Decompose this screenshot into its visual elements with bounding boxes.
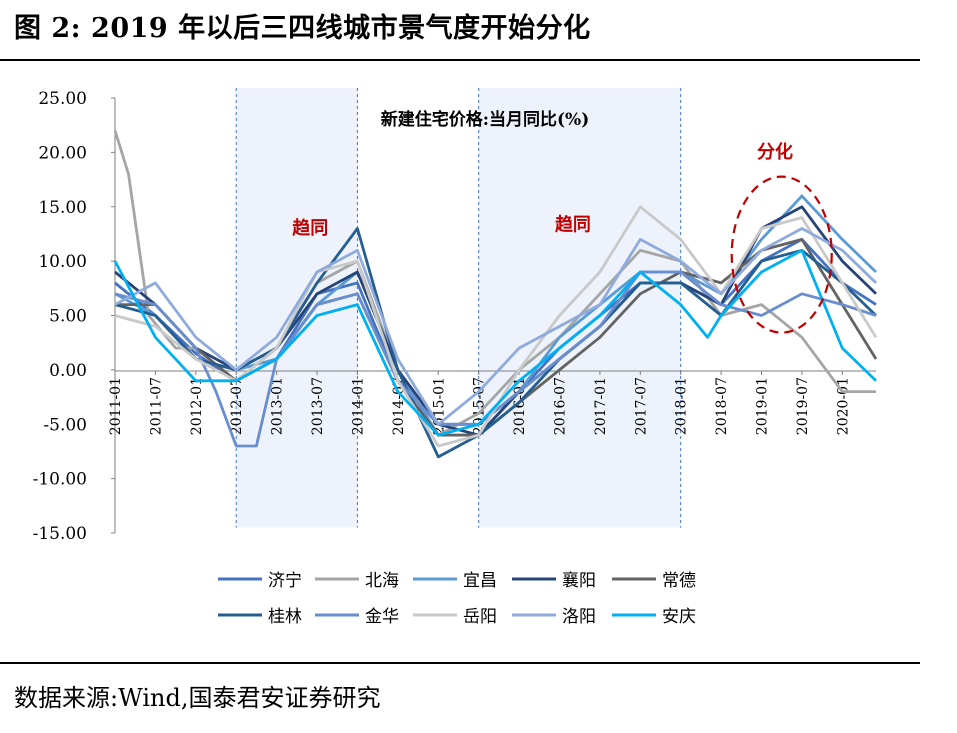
y-tick-label: 10.00 [38, 252, 87, 272]
legend-label-6: 桂林 [268, 607, 302, 627]
series-line-6 [114, 227, 877, 459]
legend-label-10: 安庆 [662, 607, 696, 627]
x-tick-label: 2019-07 [795, 377, 811, 435]
annotation-label-2: 趋同 [555, 214, 591, 236]
x-tick-label: 2011-01 [108, 377, 124, 435]
x-tick-label: 2018-07 [714, 377, 730, 435]
series-line-9 [114, 227, 877, 426]
divergence-ellipse [730, 175, 833, 334]
legend-label-8: 岳阳 [463, 607, 497, 627]
y-tick-label: 0.00 [49, 361, 87, 381]
legend-label-7: 金华 [365, 607, 399, 627]
legend-label-1: 济宁 [268, 571, 302, 591]
x-tick-label: 2016-01 [512, 377, 528, 435]
annotation-label-1: 趋同 [292, 217, 328, 239]
legend-label-2: 北海 [365, 571, 399, 591]
y-tick-label: -5.00 [43, 415, 87, 435]
shaded-period-2 [478, 88, 681, 528]
x-tick-label: 2012-07 [229, 377, 245, 435]
legend-label-3: 宜昌 [463, 571, 497, 591]
y-tick-label: 25.00 [38, 89, 87, 109]
chart-title: 新建住宅价格:当月同比(%) [381, 109, 590, 130]
x-tick-label: 2014-01 [350, 377, 366, 435]
y-tick-label: -10.00 [33, 470, 87, 490]
source-note: 数据来源:Wind,国泰君安证券研究 [14, 684, 381, 712]
title-divider [0, 59, 920, 61]
figure-title: 图 2: 2019 年以后三四线城市景气度开始分化 [14, 13, 591, 44]
x-tick-label: 2012-01 [189, 377, 205, 435]
x-tick-label: 2017-01 [593, 377, 609, 435]
x-tick-label: 2016-07 [552, 377, 568, 435]
y-tick-label: 5.00 [49, 307, 87, 327]
x-tick-label: 2018-01 [674, 377, 690, 435]
x-tick-label: 2011-07 [148, 377, 164, 435]
annotation-label-3: 分化 [757, 141, 793, 163]
legend-label-4: 襄阳 [562, 570, 596, 591]
y-tick-label: -15.00 [33, 524, 87, 544]
x-tick-label: 2013-01 [270, 377, 286, 435]
x-tick-label: 2013-07 [310, 377, 326, 435]
source-divider [0, 662, 920, 664]
x-tick-label: 2019-01 [755, 377, 771, 435]
legend-label-5: 常德 [662, 571, 696, 591]
y-tick-label: 15.00 [38, 198, 87, 218]
y-tick-label: 20.00 [38, 143, 87, 163]
line-chart: 25.00 20.00 15.00 10.00 5.00 0.00 -5.00 -10.00 -… [33, 88, 878, 627]
legend-label-9: 洛阳 [562, 607, 596, 627]
series-line-10 [113, 248, 877, 437]
series-line-7 [114, 270, 877, 448]
x-tick-label: 2017-07 [633, 377, 649, 435]
